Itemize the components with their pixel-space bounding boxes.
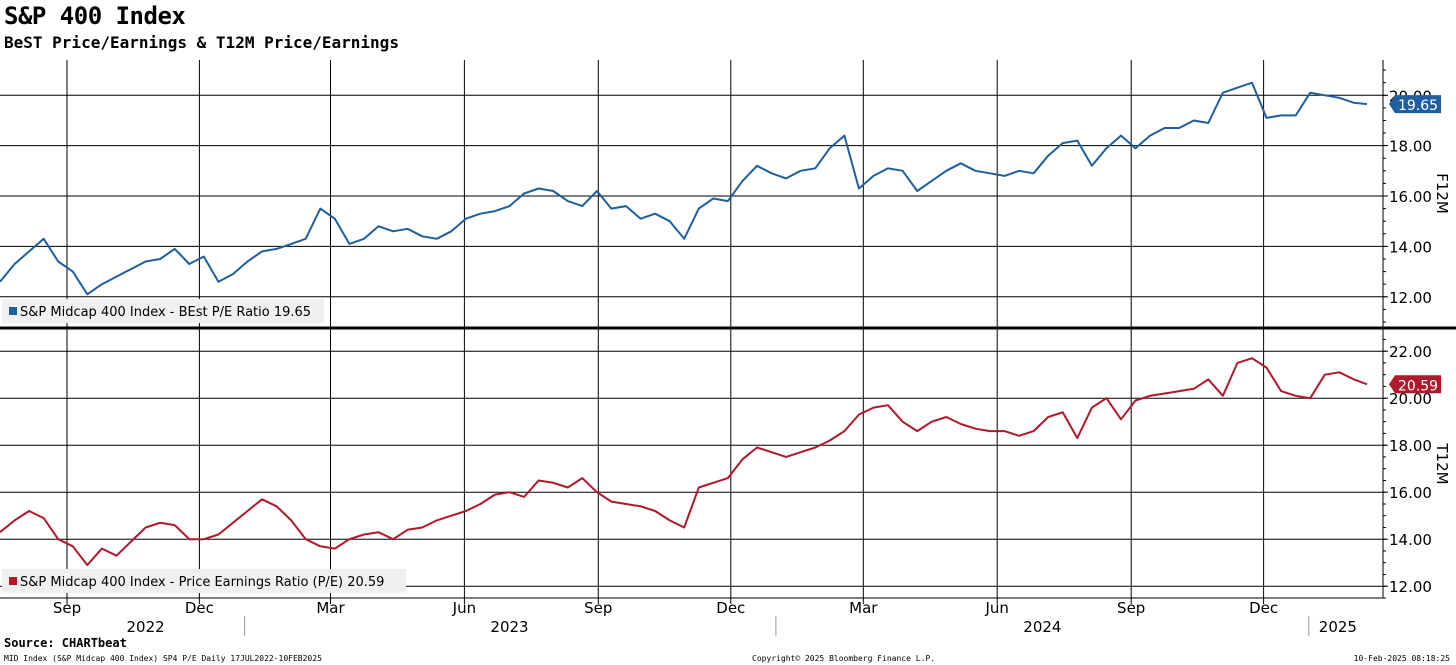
- x-month-label: Sep: [1117, 599, 1145, 617]
- footer-timestamp: 10-Feb-2025 08:18:25: [1353, 654, 1450, 663]
- x-month-label: Jun: [984, 599, 1008, 617]
- chart-subtitle: BeST Price/Earnings & T12M Price/Earning…: [4, 33, 399, 52]
- last-value-label: 19.65: [1398, 98, 1438, 114]
- legend-swatch: [9, 307, 17, 315]
- x-year-label: 2025: [1319, 618, 1357, 636]
- legend-box: [2, 299, 324, 323]
- last-value-badge: [1389, 375, 1441, 394]
- y-tick-label: 20.00: [1389, 390, 1432, 408]
- x-year-label: 2024: [1023, 618, 1061, 636]
- y-tick-label: 16.00: [1389, 484, 1432, 502]
- x-month-label: Dec: [1249, 599, 1278, 617]
- x-year-label: 2022: [127, 618, 165, 636]
- legend-label: S&P Midcap 400 Index - Price Earnings Ra…: [20, 575, 384, 590]
- y-tick-label: 12.00: [1389, 289, 1432, 307]
- x-month-label: Dec: [185, 599, 214, 617]
- panel-axis-label: F12M: [1433, 173, 1451, 214]
- legend-box: [2, 569, 406, 593]
- y-tick-label: 22.00: [1389, 343, 1432, 361]
- legend-label: S&P Midcap 400 Index - BEst P/E Ratio 19…: [20, 305, 311, 320]
- footer-copyright: Copyright© 2025 Bloomberg Finance L.P.: [752, 654, 936, 663]
- panel-axis-label: T12M: [1433, 442, 1451, 484]
- last-value-badge: [1389, 95, 1441, 114]
- series-line-f12m: [0, 81, 1368, 296]
- source-note: Source: CHARTbeat: [4, 636, 127, 650]
- y-tick-label: 12.00: [1389, 578, 1432, 596]
- y-tick-label: 14.00: [1389, 238, 1432, 256]
- x-month-label: Dec: [716, 599, 745, 617]
- last-value-label: 20.59: [1398, 378, 1438, 394]
- series-line-t12m: [0, 357, 1368, 567]
- chart-title: S&P 400 Index: [4, 2, 186, 30]
- y-tick-label: 16.00: [1389, 188, 1432, 206]
- footer-security-info: MID Index (S&P Midcap 400 Index) SP4 P/E…: [4, 654, 322, 663]
- x-year-label: 2023: [490, 618, 528, 636]
- x-month-label: Mar: [849, 599, 878, 617]
- y-tick-label: 14.00: [1389, 531, 1432, 549]
- x-month-label: Sep: [53, 599, 81, 617]
- x-month-label: Sep: [584, 599, 612, 617]
- x-month-label: Jun: [452, 599, 476, 617]
- legend-swatch: [9, 577, 17, 585]
- x-month-label: Mar: [316, 599, 345, 617]
- y-tick-label: 18.00: [1389, 138, 1432, 156]
- y-tick-label: 18.00: [1389, 437, 1432, 455]
